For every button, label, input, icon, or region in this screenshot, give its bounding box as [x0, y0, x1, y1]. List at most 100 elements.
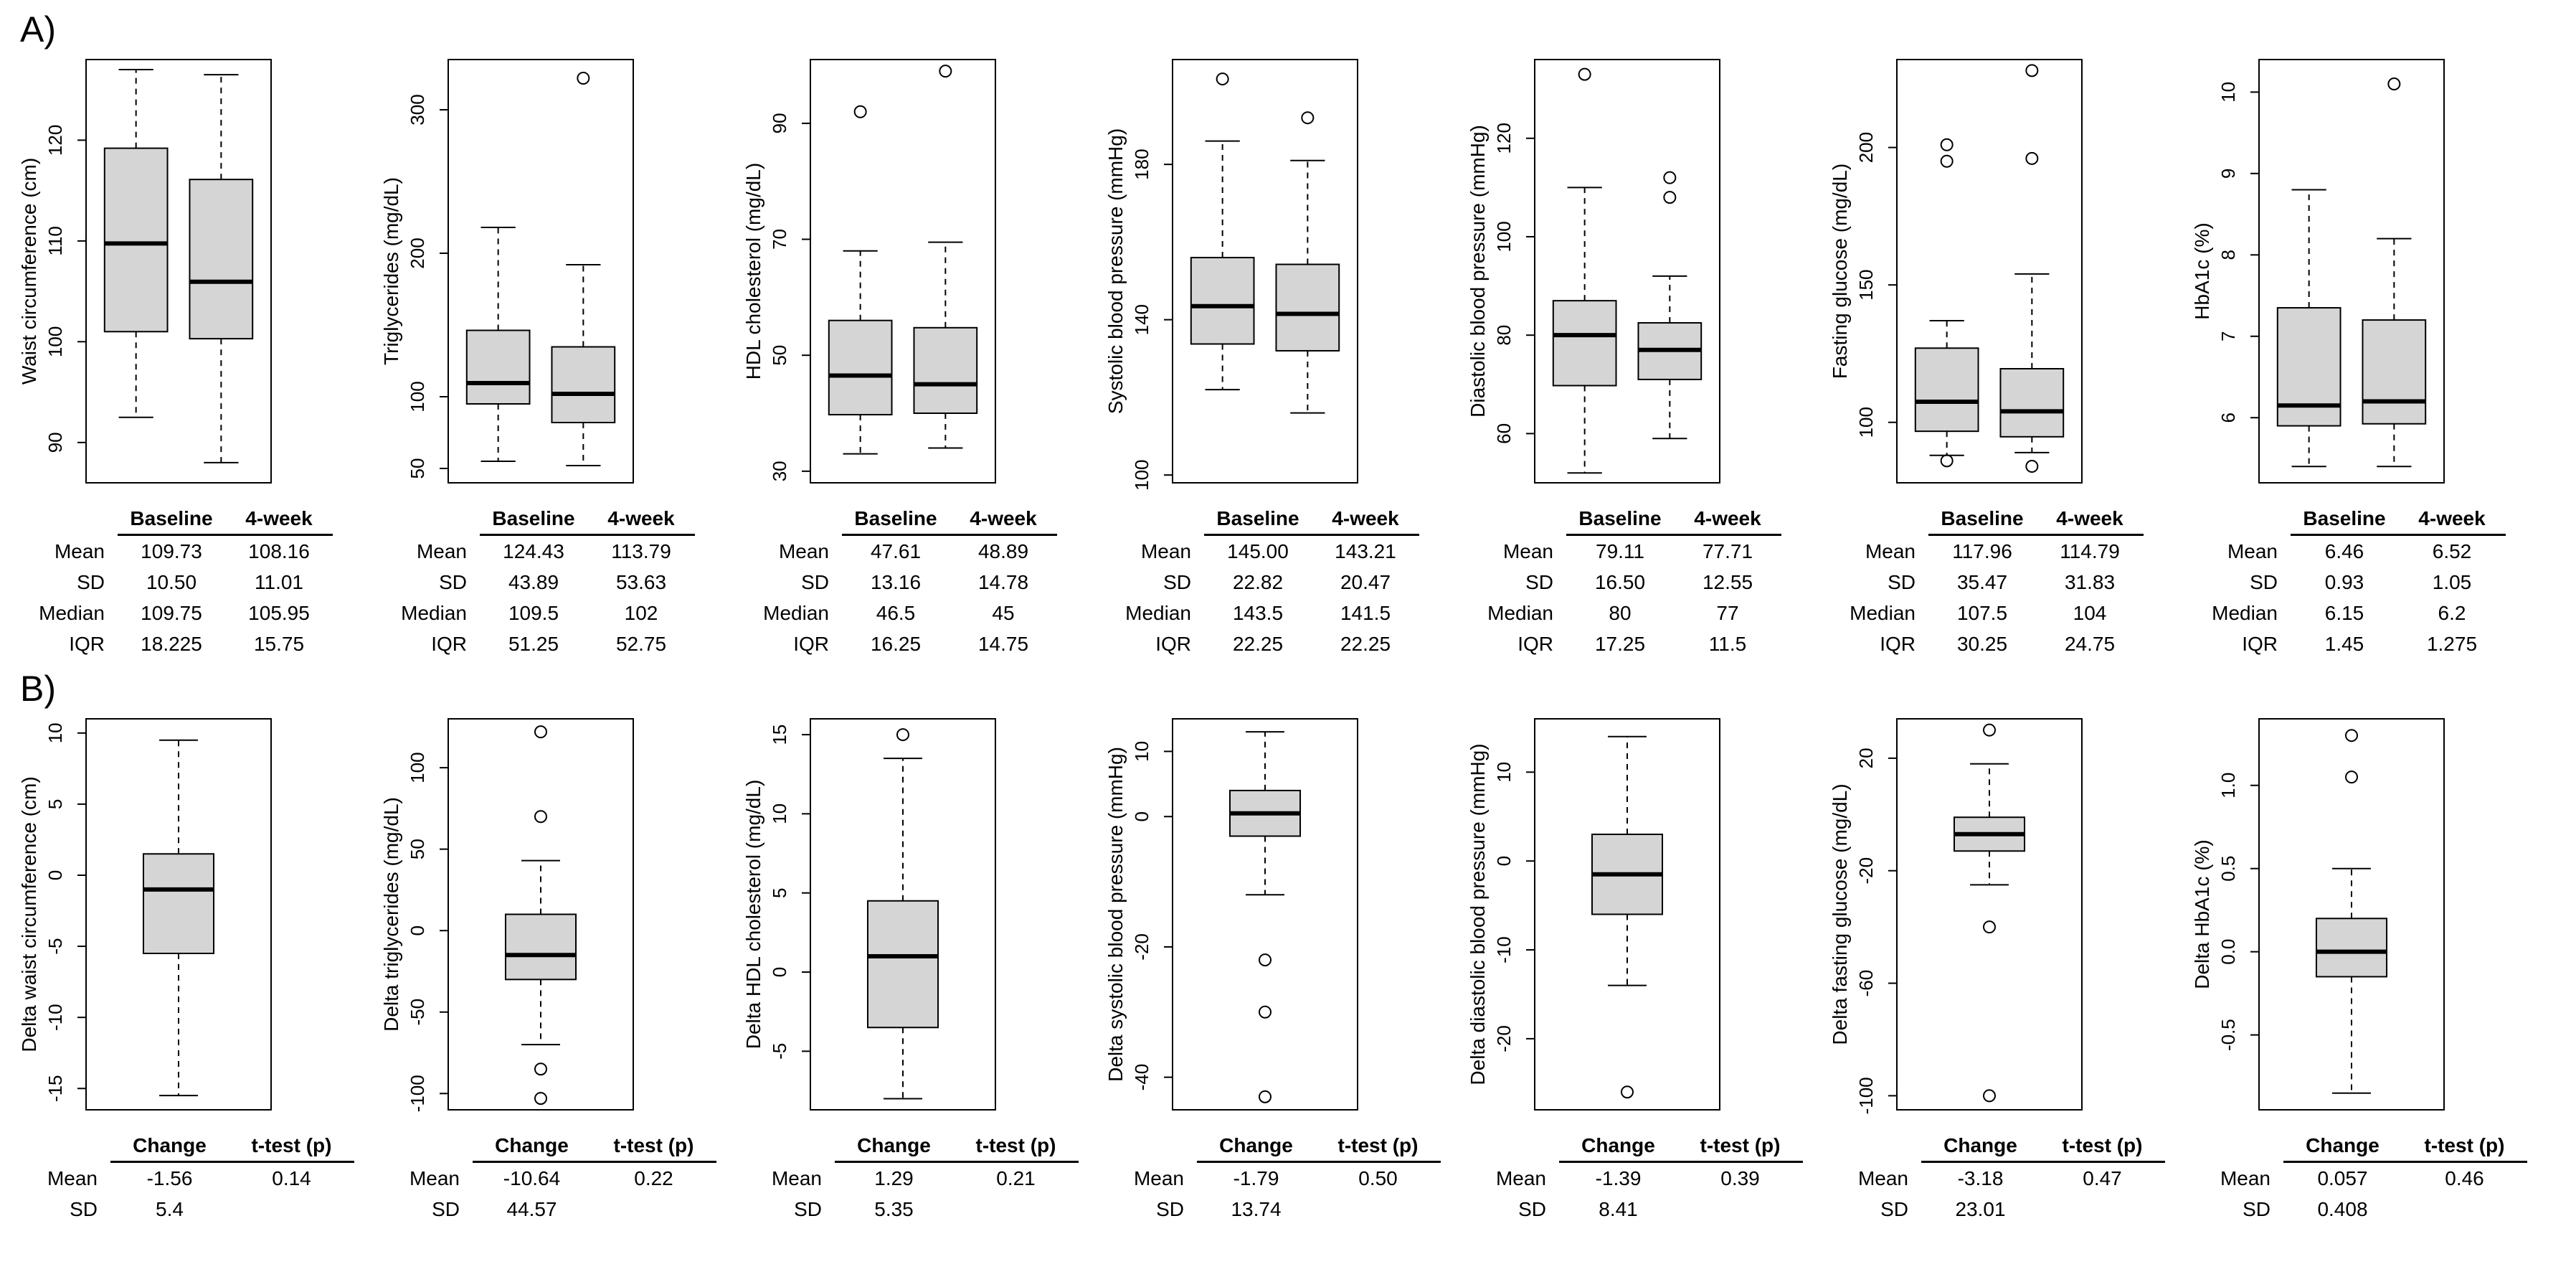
boxplot-panel-b2: Delta triglycerides (mg/dL) -100 -50 0 50 100…	[381, 710, 743, 1225]
y-tick-label: 90	[769, 113, 790, 133]
stat-row-label: IQR	[2242, 633, 2278, 655]
stat-value: 35.47	[1956, 571, 2008, 593]
plot-frame	[2258, 59, 2445, 484]
y-tick-label: -100	[1855, 1077, 1877, 1114]
stat-row-label: SD	[2243, 1198, 2270, 1220]
stat-value: 1.45	[2324, 633, 2364, 655]
stat-value: 79.11	[1596, 540, 1644, 562]
stat-row: SD 13.74	[1111, 1194, 1467, 1225]
y-tick-label: 150	[1855, 269, 1877, 300]
stat-value	[2040, 1194, 2165, 1225]
stat-value: 11.01	[255, 571, 303, 593]
outlier-point	[1663, 171, 1677, 184]
stats-table-header: Baseline 4-week	[2197, 503, 2554, 536]
y-tick-label: 0	[1131, 811, 1152, 821]
stat-value: 53.63	[615, 571, 667, 593]
stat-row-label: IQR	[1517, 633, 1553, 655]
stats-table: Baseline 4-week Mean 117.96 114.79 SD 35.47 31.…	[1835, 503, 2192, 659]
outlier-point	[1940, 454, 1954, 468]
box-change	[1591, 735, 1664, 1099]
outlier-point	[534, 725, 547, 739]
stat-value: 143.5	[1232, 602, 1284, 624]
y-tick-label: -20	[1855, 857, 1877, 885]
stat-value: -3.18	[1957, 1167, 2004, 1189]
stat-value: 0.057	[2317, 1167, 2368, 1189]
column-header: 4-week	[950, 503, 1057, 536]
outlier-point	[1940, 138, 1954, 151]
y-axis-label: Triglycerides (mg/dL)	[381, 177, 402, 365]
stat-row: Mean -1.39 0.39	[1473, 1163, 1829, 1194]
section-b-label: B)	[20, 669, 56, 709]
stat-value: 0.21	[996, 1167, 1036, 1189]
stat-row: Mean 145.00 143.21	[1111, 536, 1467, 567]
stat-value: 0.93	[2324, 571, 2364, 593]
stat-row-label: SD	[801, 571, 829, 593]
y-tick-label: 90	[44, 432, 66, 453]
spacer	[2197, 1130, 2283, 1163]
stat-row-label: Mean	[409, 1167, 460, 1189]
stat-row: Mean 117.96 114.79	[1835, 536, 2192, 567]
stats-table-header: Change t-test (p)	[24, 1130, 381, 1163]
outlier-point	[2345, 770, 2358, 784]
stat-row: SD 0.408	[2197, 1194, 2554, 1225]
stats-table: Change t-test (p) Mean -1.39 0.39 SD 8.41	[1473, 1130, 1829, 1225]
box-baseline	[465, 227, 531, 462]
stat-row-label: Median	[401, 602, 467, 624]
stat-row: Median 46.5 45	[749, 598, 1105, 628]
stats-table: Baseline 4-week Mean 79.11 77.71 SD 16.50 12.55…	[1473, 503, 1829, 659]
boxplot-panel-a4: Systolic blood pressure (mmHg) 100 140 180 B…	[1105, 51, 1467, 659]
stat-value: 6.15	[2324, 602, 2364, 624]
stat-value: 13.74	[1231, 1198, 1282, 1220]
boxplot-panel-b5: Delta diastolic blood pressure (mmHg) -20…	[1467, 710, 1829, 1225]
y-tick-label: 0.0	[2217, 939, 2239, 965]
stat-value: 0.46	[2445, 1167, 2484, 1189]
plot-frame	[448, 59, 634, 484]
box-change	[1228, 731, 1302, 1103]
y-tick-label: 100	[1855, 407, 1877, 438]
outlier-point	[896, 728, 909, 742]
y-tick-label: -0.5	[2217, 1019, 2239, 1051]
y-tick-label: 9	[2217, 169, 2239, 179]
stat-row-label: SD	[432, 1198, 460, 1220]
stats-table: Baseline 4-week Mean 6.46 6.52 SD 0.93 1.05 Medi…	[2197, 503, 2554, 659]
y-axis-label: Fasting glucose (mg/dL)	[1829, 164, 1851, 379]
stat-row-label: Median	[39, 602, 105, 624]
stat-row: IQR 1.45 1.275	[2197, 628, 2554, 659]
stat-value: 11.5	[1708, 633, 1747, 655]
y-tick-label: -40	[1131, 1064, 1152, 1091]
y-tick-label: 8	[2217, 250, 2239, 260]
boxplot-panel-b7: Delta HbA1c (%) -0.5 0.0 0.5 1.0 Change t-test…	[2192, 710, 2554, 1225]
outlier-point	[1621, 1085, 1634, 1099]
y-tick-label: 50	[407, 458, 428, 479]
outlier-point	[1301, 111, 1315, 125]
y-tick-label: -10	[1493, 936, 1515, 963]
stat-row-label: SD	[1156, 1198, 1184, 1220]
stat-value: 114.79	[2060, 540, 2120, 562]
column-header: Change	[1559, 1130, 1677, 1163]
stat-row: Mean -3.18 0.47	[1835, 1163, 2192, 1194]
box-baseline	[1190, 72, 1255, 391]
stat-row-label: Mean	[1865, 540, 1916, 562]
stat-value: 6.46	[2324, 540, 2364, 562]
stat-row: IQR 51.25 52.75	[387, 628, 743, 659]
y-tick-label: 0.5	[2217, 856, 2239, 882]
stat-row: Mean -1.56 0.14	[24, 1163, 381, 1194]
outlier-point	[2025, 460, 2039, 473]
box-baseline	[828, 105, 893, 455]
y-axis-label: Systolic blood pressure (mmHg)	[1105, 128, 1127, 414]
y-tick-label: 100	[1493, 221, 1515, 252]
column-header: 4-week	[1312, 503, 1419, 536]
stats-table: Change t-test (p) Mean -1.56 0.14 SD 5.4	[24, 1130, 381, 1225]
plot-frame	[1172, 718, 1358, 1111]
boxplot-svg: Delta diastolic blood pressure (mmHg) -20…	[1467, 718, 1720, 1111]
plot-frame	[2258, 718, 2445, 1111]
stat-value: 104	[2073, 602, 2107, 624]
stat-value: 14.75	[977, 633, 1029, 655]
y-axis-label: Diastolic blood pressure (mmHg)	[1467, 125, 1489, 418]
stat-row-label: Mean	[2227, 540, 2278, 562]
y-tick-label: 100	[407, 381, 428, 412]
column-header: t-test (p)	[1677, 1130, 1803, 1163]
column-header: Baseline	[842, 503, 950, 536]
outlier-point	[2025, 151, 2039, 165]
stat-row-label: IQR	[69, 633, 105, 655]
